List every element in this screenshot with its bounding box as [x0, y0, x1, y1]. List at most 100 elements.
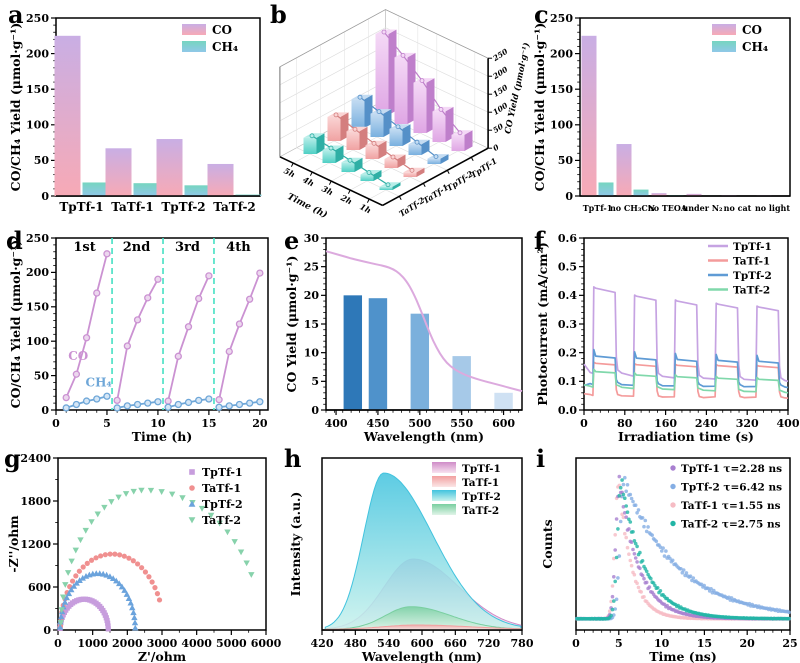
- svg-text:TpTf-2 τ=6.42 ns: TpTf-2 τ=6.42 ns: [681, 482, 782, 494]
- svg-text:0: 0: [491, 142, 501, 153]
- svg-text:200: 200: [550, 47, 573, 60]
- panel-f-chart: 0 80 160 240 320 400 0.0 0.1 0.2 0.3 0.4 0.5 0.6 Irra…: [535, 232, 800, 444]
- svg-text:250: 250: [550, 12, 573, 25]
- panel-letter-i: i: [536, 444, 546, 473]
- panel-i-chart: 0 5 10 15 20 25 Time (ns) Counts TpTf-1 τ=2.28 n…: [540, 457, 798, 663]
- panel-h: h 420 480 540 600 660 720 780 Wavelength (nm) In…: [282, 446, 534, 663]
- svg-text:CH₄: CH₄: [86, 376, 112, 390]
- svg-text:Time (ns): Time (ns): [649, 649, 717, 663]
- svg-text:250: 250: [490, 46, 510, 63]
- panel-h-chart: 420 480 540 600 660 720 780 Wavelength (nm) Inte…: [288, 457, 534, 663]
- svg-text:TpTf-1: TpTf-1: [59, 200, 103, 214]
- svg-text:5000: 5000: [216, 637, 247, 650]
- svg-text:1h: 1h: [358, 201, 373, 215]
- svg-text:0: 0: [54, 637, 62, 650]
- svg-text:15: 15: [201, 417, 216, 430]
- svg-text:CO: CO: [742, 23, 762, 37]
- svg-text:Time (h): Time (h): [132, 429, 193, 444]
- svg-text:5: 5: [311, 375, 319, 388]
- svg-text:0.0: 0.0: [558, 404, 577, 417]
- svg-text:30: 30: [304, 232, 320, 245]
- svg-text:150: 150: [26, 83, 49, 96]
- svg-text:450: 450: [366, 417, 389, 430]
- svg-text:20: 20: [252, 417, 268, 430]
- svg-text:720: 720: [477, 637, 500, 650]
- svg-text:200: 200: [26, 47, 49, 60]
- svg-text:480: 480: [344, 637, 367, 650]
- panel-e-chart: 400 450 500 550 600 0 5 10 15 20 25 30 Wavelength (n…: [284, 232, 523, 444]
- svg-text:CO Yield (μmol·g⁻¹): CO Yield (μmol·g⁻¹): [284, 256, 299, 393]
- svg-text:3rd: 3rd: [175, 240, 200, 255]
- panel-letter-a: a: [8, 0, 24, 29]
- svg-text:0: 0: [52, 417, 60, 430]
- svg-text:0: 0: [41, 404, 49, 417]
- panel-c: c 0 50 100 150 200 250 CO/CH₄ Yield (μmol·g⁻¹)…: [532, 2, 796, 226]
- svg-text:15: 15: [697, 637, 712, 650]
- svg-text:TaTf-2: TaTf-2: [202, 514, 241, 527]
- svg-text:no CH₃CN: no CH₃CN: [610, 203, 655, 213]
- svg-text:420: 420: [311, 637, 334, 650]
- svg-text:TaTf-2: TaTf-2: [733, 285, 770, 297]
- svg-text:TaTf-2: TaTf-2: [213, 200, 256, 214]
- svg-text:150: 150: [491, 82, 510, 99]
- panel-g: g 0 1000 2000 3000 4000 5000 6000 0 600 1200 1800 2…: [2, 444, 282, 663]
- svg-text:Counts: Counts: [540, 519, 555, 568]
- panel-g-chart: 0 1000 2000 3000 4000 5000 6000 0 600 1200 1800 240…: [6, 452, 282, 663]
- svg-text:100: 100: [26, 335, 49, 348]
- svg-text:600: 600: [28, 581, 51, 594]
- svg-text:TaTf-1: TaTf-1: [111, 200, 154, 214]
- svg-text:1200: 1200: [20, 538, 51, 551]
- svg-text:5: 5: [615, 637, 623, 650]
- svg-text:25: 25: [782, 637, 797, 650]
- svg-text:150: 150: [26, 301, 49, 314]
- svg-text:100: 100: [26, 119, 49, 132]
- svg-text:TaTf-1 τ=1.55 ns: TaTf-1 τ=1.55 ns: [681, 500, 781, 512]
- svg-text:TpTf-2: TpTf-2: [161, 200, 205, 214]
- panel-letter-g: g: [4, 444, 21, 473]
- svg-text:0.1: 0.1: [558, 375, 577, 388]
- svg-text:1st: 1st: [73, 240, 95, 255]
- panel-letter-d: d: [6, 226, 23, 255]
- svg-text:2400: 2400: [20, 452, 51, 465]
- svg-text:0.3: 0.3: [558, 318, 577, 331]
- svg-text:CH₄: CH₄: [212, 40, 238, 54]
- svg-text:TpTf-2: TpTf-2: [202, 498, 243, 511]
- svg-text:TaTf-2: TaTf-2: [397, 195, 427, 219]
- svg-text:Time (h): Time (h): [285, 191, 329, 221]
- svg-text:0.6: 0.6: [558, 232, 577, 245]
- svg-text:150: 150: [550, 83, 573, 96]
- svg-text:100: 100: [550, 119, 573, 132]
- panel-b: b 5h 4h 3h 2h 1h Time (h) TpTf-1 TpTf-2 TaTf-1 Ta…: [268, 2, 532, 226]
- svg-text:160: 160: [654, 417, 677, 430]
- svg-text:CO/CH₄ Yield (μmol·g⁻¹): CO/CH₄ Yield (μmol·g⁻¹): [8, 240, 23, 409]
- svg-text:Wavelength (nm): Wavelength (nm): [363, 429, 484, 444]
- svg-text:5h: 5h: [282, 165, 297, 179]
- svg-text:0.2: 0.2: [558, 346, 577, 359]
- svg-text:240: 240: [695, 417, 718, 430]
- svg-text:CH₄: CH₄: [742, 40, 768, 54]
- svg-text:4h: 4h: [301, 174, 316, 188]
- svg-text:TpTf-1 τ=2.28 ns: TpTf-1 τ=2.28 ns: [681, 463, 782, 475]
- svg-text:no TEOA: no TEOA: [648, 203, 688, 213]
- svg-text:TpTf-1: TpTf-1: [202, 466, 243, 479]
- svg-text:0.4: 0.4: [558, 289, 577, 302]
- svg-text:540: 540: [377, 637, 400, 650]
- svg-text:780: 780: [511, 637, 534, 650]
- svg-text:400: 400: [777, 417, 800, 430]
- svg-text:TpTf-1: TpTf-1: [462, 463, 501, 475]
- svg-text:Wavelength (nm): Wavelength (nm): [361, 649, 482, 663]
- panel-f: f 0 80 160 240 320 400 0.0 0.1 0.2 0.3 0.4 0.5 0.6 Ir…: [532, 226, 800, 444]
- svg-text:20: 20: [740, 637, 756, 650]
- svg-text:10: 10: [654, 637, 670, 650]
- svg-text:600: 600: [411, 637, 434, 650]
- panel-letter-f: f: [534, 226, 545, 255]
- svg-text:TaTf-1: TaTf-1: [462, 477, 499, 489]
- svg-text:TaTf-1: TaTf-1: [202, 482, 241, 495]
- svg-text:1000: 1000: [77, 637, 108, 650]
- svg-text:no cat: no cat: [724, 203, 752, 213]
